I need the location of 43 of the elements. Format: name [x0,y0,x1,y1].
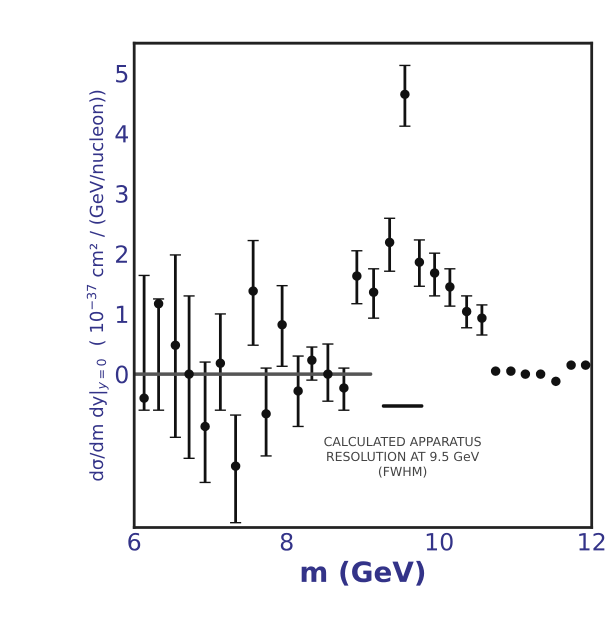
point [139,393,149,403]
point [323,369,333,379]
point [368,288,378,298]
point [536,369,546,379]
point [551,376,561,386]
y-tick-label: 1 [116,306,128,323]
y-tick-label: 2 [116,245,127,263]
point [248,286,258,296]
point [580,360,590,370]
point [566,360,576,370]
point [277,320,287,330]
point [520,369,530,379]
point [293,386,303,396]
point [339,383,349,393]
point [477,313,487,323]
x-tick-label: 10 [426,532,453,551]
point [445,282,455,292]
point [184,369,194,379]
point [200,422,210,432]
annotation: CALCULATED APPARATUS RESOLUTION AT 9.5 GeV (FWHM) [324,436,481,478]
point [462,306,472,316]
point [384,238,394,248]
y-axis-title: dσ/dm dy|$_{y=0}$ ( 10$^{−37}$ cm² / (GeV/nucleon)) [86,90,109,481]
y-tick-label: 4 [115,125,128,142]
point [154,298,164,308]
x-tick-label: 8 [280,532,293,551]
y-tick-label: 5 [116,65,128,83]
point [170,340,180,350]
x-axis-title: m (GeV) [302,560,424,586]
point [352,271,362,281]
point [490,366,500,376]
x-tick-label: 6 [128,532,140,551]
y-tick-label: 0 [116,366,128,384]
point [261,409,271,419]
x-tick-label: 12 [579,532,604,550]
point [400,90,410,100]
point [230,461,240,471]
point [506,366,516,376]
point [414,257,424,267]
point [216,358,226,368]
point [430,268,440,278]
point [307,356,317,366]
y-tick-label: 3 [116,185,128,203]
